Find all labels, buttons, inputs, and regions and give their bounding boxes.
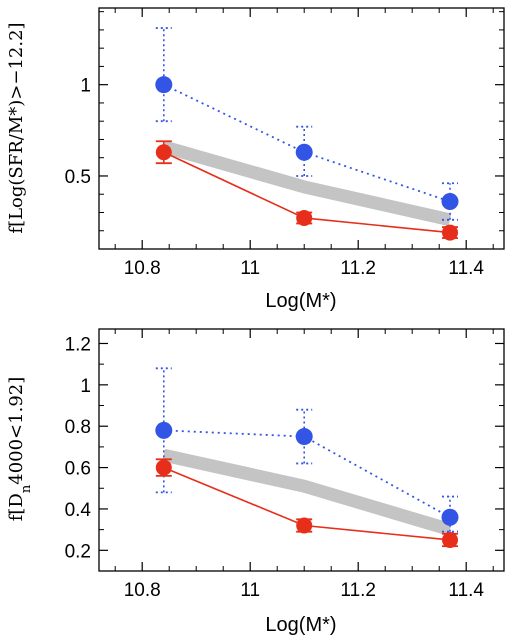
red-data-point [442,531,458,548]
blue-data-point [155,421,173,439]
y-tick-labels-top: 0.51 [65,76,91,188]
ticks-bottom [99,329,504,572]
red-data-point [155,144,172,161]
blue-data-point [441,508,459,526]
x-tick-label-top: 11 [240,258,260,279]
plot-area-top [155,27,459,241]
red-data-point [296,517,313,534]
y-tick-label-bottom: 1.2 [65,334,91,355]
plot-frame-top [98,7,505,250]
x-axis-title-bottom: Log(M*) [265,614,336,636]
ticks-top [99,8,504,250]
y-axis-title-top: f[Log(SFR/M*)>−12.2] [6,22,27,233]
plot-area-bottom [155,367,459,548]
y-tick-labels-bottom: 0.2 0.4 0.6 0.8 1 1.2 [65,334,92,562]
x-tick-label-top: 11.4 [448,258,484,279]
red-data-point [296,209,313,226]
blue-data-point [155,76,173,94]
y-tick-label-bottom: 0.6 [65,459,91,480]
blue-data-point [441,193,459,211]
x-axis-title-top: Log(M*) [265,290,336,312]
x-tick-labels-bottom: 10.8 11 11.2 11.4 [124,580,485,601]
y-axis-title-bottom: f[Dn4000<1.92] [6,377,34,522]
gray-band-line [162,448,452,536]
blue-series-line [163,83,451,203]
x-tick-label-bottom: 10.8 [124,580,161,601]
blue-data-point [295,428,313,446]
x-tick-labels-top: 10.8 11 11.2 11.4 [124,258,485,279]
blue-data-point [295,143,313,161]
gray-band-line [162,140,452,227]
x-tick-label-bottom: 11.2 [340,580,376,601]
x-tick-label-bottom: 11 [240,580,260,601]
red-data-point [442,224,458,241]
y-tick-label-bottom: 0.2 [65,541,91,562]
y-tick-label-top: 0.5 [65,167,91,188]
y-tick-label-bottom: 1 [80,376,91,397]
y-tick-label-bottom: 0.4 [65,500,92,521]
x-tick-label-top: 11.2 [340,258,376,279]
panel-bottom: 10.8 11 11.2 11.4 0.20.40.60.811.2 Log(M*) … [6,328,505,636]
red-data-point [155,459,172,476]
x-tick-label-bottom: 11.4 [448,580,484,601]
plot-frame-bottom [98,328,505,572]
y-tick-label-bottom: 0.8 [65,417,91,438]
x-tick-label-top: 10.8 [124,258,161,279]
panel-top: 10.8 11 11.2 11.4 0.51 Log(M*) f[Log(SFR/M*… [6,7,505,312]
y-tick-label-top: 1 [80,76,91,97]
